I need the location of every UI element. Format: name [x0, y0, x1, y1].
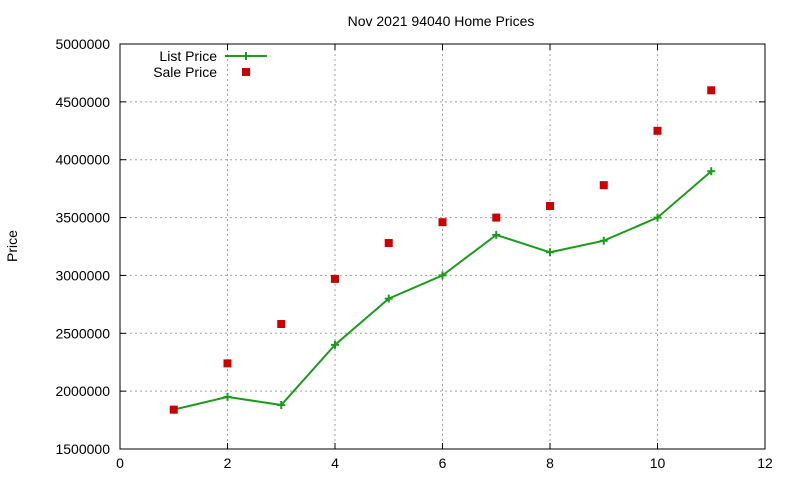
list-price-point: [384, 294, 393, 303]
list-price-point: [653, 213, 662, 222]
x-tick-label: 8: [546, 455, 554, 471]
sale-price-point: [599, 181, 608, 190]
x-tick-label: 2: [224, 455, 232, 471]
legend-label: Sale Price: [153, 64, 217, 80]
y-axis-label: Price: [4, 230, 20, 262]
y-tick-label: 1500000: [55, 441, 110, 457]
sale-price-point: [546, 202, 554, 210]
y-tick-label: 2000000: [55, 383, 110, 399]
legend-swatch-square: [242, 68, 250, 76]
list-price-point: [546, 248, 554, 257]
x-tick-label: 0: [116, 455, 124, 471]
list-price-point: [492, 230, 501, 239]
list-price-point: [223, 392, 232, 401]
y-tick-label: 5000000: [55, 36, 110, 52]
series: [169, 86, 716, 414]
x-tick-label: 12: [757, 455, 773, 471]
sale-price-point: [707, 86, 716, 95]
sale-price-point: [384, 239, 393, 248]
list-price-point: [438, 271, 447, 280]
y-tick-label: 4000000: [55, 152, 110, 168]
x-tick-label: 4: [331, 455, 339, 471]
y-tick-label: 3500000: [55, 210, 110, 226]
sale-price-point: [492, 213, 501, 222]
sale-price-point: [331, 274, 339, 283]
sale-price-point: [223, 359, 232, 368]
series-list-price: [169, 167, 716, 414]
list-price-point: [599, 236, 608, 245]
legend-label: List Price: [159, 48, 217, 64]
x-tick-label: 6: [439, 455, 447, 471]
y-tick-label: 4500000: [55, 94, 110, 110]
list-price-point: [331, 340, 339, 349]
x-tick-label: 10: [650, 455, 666, 471]
legend-swatch-marker: [242, 52, 250, 60]
axes: 0 2 4 6 8 10 12 1500000 2000000 2500000 3000000 350…: [55, 36, 773, 471]
sale-price-point: [277, 320, 286, 329]
series-sale-price: [169, 86, 716, 414]
chart-title: Nov 2021 94040 Home Prices: [348, 13, 535, 29]
sale-price-point: [653, 126, 662, 135]
sale-price-point: [438, 218, 447, 227]
sale-price-point: [169, 405, 178, 414]
grid: [120, 44, 765, 449]
y-tick-label: 3000000: [55, 267, 110, 283]
y-tick-label: 2500000: [55, 325, 110, 341]
list-price-point: [277, 401, 286, 410]
list-price-point: [707, 167, 716, 176]
